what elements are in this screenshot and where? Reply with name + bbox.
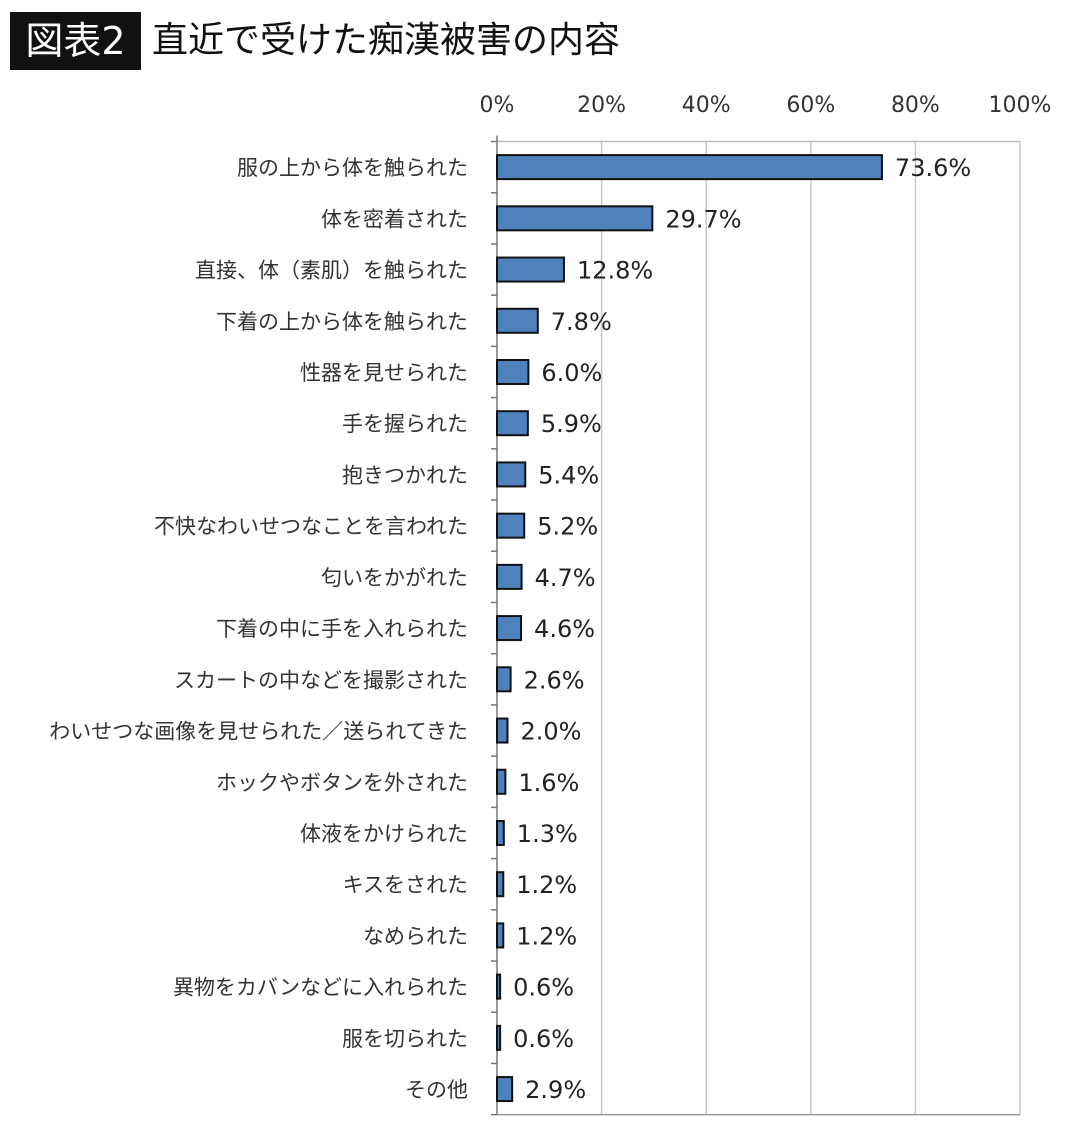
x-tick-label: 60% bbox=[786, 93, 835, 118]
data-label: 1.6% bbox=[518, 769, 579, 797]
bar bbox=[496, 256, 565, 283]
bar bbox=[496, 768, 507, 795]
bar bbox=[496, 461, 527, 488]
data-label: 5.9% bbox=[541, 410, 602, 438]
data-label: 2.9% bbox=[525, 1076, 586, 1104]
data-label: 0.6% bbox=[513, 974, 574, 1002]
category-label: わいせつな画像を見せられた／送られてきた bbox=[49, 720, 468, 744]
data-label: 0.6% bbox=[513, 1025, 574, 1053]
data-label: 1.3% bbox=[517, 820, 578, 848]
bar bbox=[496, 205, 654, 232]
bar bbox=[496, 615, 523, 642]
data-label: 7.8% bbox=[551, 308, 612, 336]
bar bbox=[496, 1024, 502, 1051]
category-label: なめられた bbox=[363, 924, 468, 948]
x-tick-label: 0% bbox=[480, 93, 515, 118]
category-label: 服を切られた bbox=[342, 1027, 468, 1051]
bar bbox=[496, 922, 505, 949]
data-label: 5.4% bbox=[538, 461, 599, 489]
data-label: 6.0% bbox=[541, 359, 602, 387]
bar bbox=[496, 154, 883, 181]
category-label: 下着の中に手を入れられた bbox=[216, 617, 468, 641]
bar bbox=[496, 871, 505, 898]
bar bbox=[496, 358, 530, 385]
bar bbox=[496, 819, 505, 846]
category-label: 手を握られた bbox=[342, 412, 468, 436]
category-label: スカートの中などを撮影された bbox=[174, 668, 468, 692]
data-label: 12.8% bbox=[577, 257, 653, 285]
category-label: 体液をかけられた bbox=[300, 822, 468, 846]
category-label: 異物をカバンなどに入れられた bbox=[173, 976, 468, 1000]
bar bbox=[496, 307, 539, 334]
bar bbox=[496, 563, 523, 590]
data-label: 29.7% bbox=[665, 205, 741, 233]
data-label: 1.2% bbox=[516, 922, 577, 950]
data-label: 5.2% bbox=[537, 513, 598, 541]
data-label: 4.7% bbox=[535, 564, 596, 592]
category-label: 服の上から体を触られた bbox=[237, 156, 468, 180]
x-tick-label: 40% bbox=[682, 93, 731, 118]
x-tick-label: 20% bbox=[577, 93, 626, 118]
bar bbox=[496, 666, 512, 693]
bar bbox=[496, 1076, 514, 1103]
chart-title: 直近で受けた痴漢被害の内容 bbox=[152, 20, 621, 61]
category-label: 抱きつかれた bbox=[342, 463, 468, 487]
data-label: 1.2% bbox=[516, 871, 577, 899]
data-label: 2.6% bbox=[524, 666, 585, 694]
bar bbox=[496, 512, 526, 539]
category-label: 直接、体（素肌）を触られた bbox=[195, 259, 468, 283]
category-label: 体を密着された bbox=[321, 207, 468, 231]
category-label: その他 bbox=[405, 1078, 468, 1102]
x-tick-label: 80% bbox=[891, 93, 940, 118]
category-label: 性器を見せられた bbox=[300, 361, 468, 385]
bar bbox=[496, 717, 509, 744]
x-tick-label: 100% bbox=[989, 93, 1052, 118]
category-label: 下着の上から体を触られた bbox=[216, 310, 468, 334]
category-label: 匂いをかがれた bbox=[321, 566, 468, 590]
data-label: 2.0% bbox=[520, 718, 581, 746]
data-label: 73.6% bbox=[895, 154, 971, 182]
category-label: 不快なわいせつなことを言われた bbox=[154, 515, 468, 539]
category-label: ホックやボタンを外された bbox=[216, 771, 468, 795]
figure-number-badge: 図表2 bbox=[10, 12, 141, 70]
bar bbox=[496, 410, 529, 437]
category-label: キスをされた bbox=[343, 873, 468, 897]
bar bbox=[496, 973, 502, 1000]
data-label: 4.6% bbox=[534, 615, 595, 643]
